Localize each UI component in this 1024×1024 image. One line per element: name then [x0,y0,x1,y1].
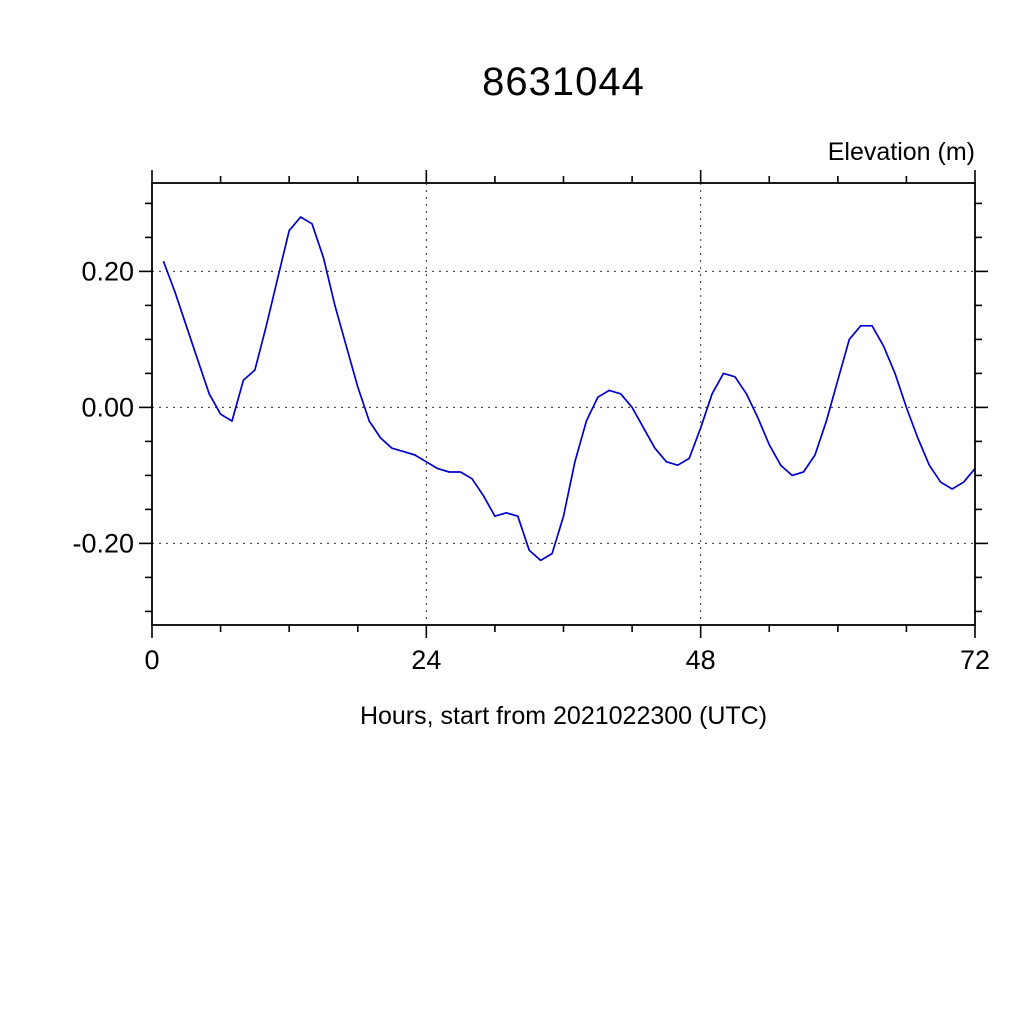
y-tick-label: 0.20 [81,256,134,286]
x-axis-title: Hours, start from 2021022300 (UTC) [359,702,768,730]
elevation-line [162,216,976,562]
x-tick-label: 72 [960,645,990,675]
x-tick-label: 0 [144,645,159,675]
y-axis-title: Elevation (m) [827,138,975,166]
x-tick-label: 24 [411,645,441,675]
x-tick-label: 48 [686,645,716,675]
y-tick-label: -0.20 [72,528,134,558]
plot-frame [151,182,976,626]
y-tick-label: 0.00 [81,392,134,422]
chart-title: 8631044 [482,60,645,104]
